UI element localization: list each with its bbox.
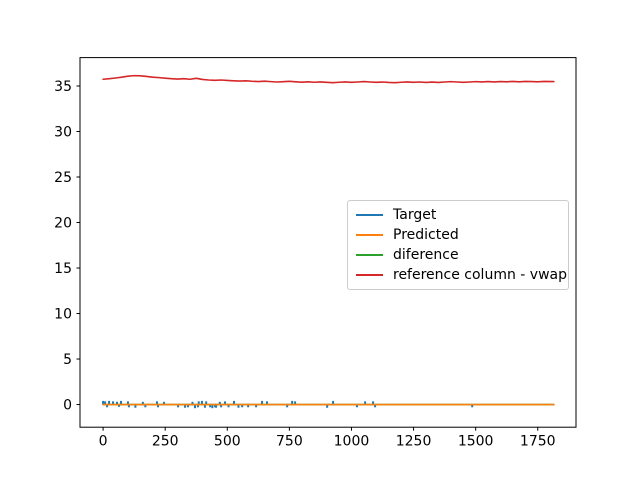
legend-line-swatch — [356, 254, 383, 256]
legend-item-diference: diference — [356, 245, 560, 265]
y-tick-label: 25 — [54, 170, 72, 186]
legend-label: diference — [393, 247, 459, 263]
y-tick-label: 35 — [54, 79, 72, 95]
legend-label: Target — [393, 207, 437, 223]
x-tick-label: 1750 — [520, 434, 556, 450]
legend-line-swatch — [356, 234, 383, 236]
legend: Target Predicted diference reference column… — [347, 200, 569, 290]
y-tick-label: 15 — [54, 261, 72, 277]
y-tick-label: 0 — [63, 398, 72, 414]
series-reference-column-vwap-line — [102, 74, 555, 84]
legend-item-predicted: Predicted — [356, 225, 560, 245]
y-tick-label: 10 — [54, 307, 72, 323]
legend-label: reference column - vwap — [393, 267, 567, 283]
x-tick-label: 1250 — [396, 434, 432, 450]
plot-frame — [79, 57, 577, 428]
x-tick-label: 750 — [276, 434, 303, 450]
y-tick-label: 20 — [54, 216, 72, 232]
legend-label: Predicted — [393, 227, 459, 243]
y-tick-label: 5 — [63, 352, 72, 368]
legend-line-swatch — [356, 214, 383, 216]
x-tick-label: 500 — [214, 434, 241, 450]
legend-item-target: Target — [356, 205, 560, 225]
y-tick-label: 30 — [54, 125, 72, 141]
x-tick-label: 1500 — [458, 434, 494, 450]
legend-line-swatch — [356, 274, 383, 276]
legend-item-reference-column-vwap: reference column - vwap — [356, 265, 567, 285]
x-tick-label: 1000 — [334, 434, 370, 450]
x-tick-label: 0 — [99, 434, 108, 450]
x-tick-label: 250 — [152, 434, 179, 450]
